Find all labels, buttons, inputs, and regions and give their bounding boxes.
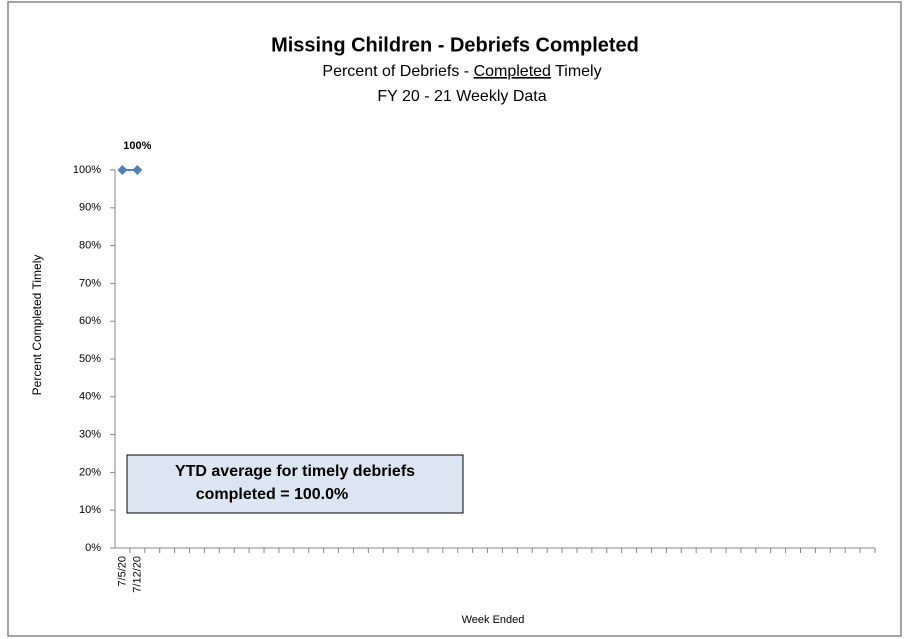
- subtitle-part: Timely: [551, 63, 602, 80]
- y-tick-label: 80%: [79, 240, 101, 252]
- data-point: [117, 165, 128, 175]
- y-tick-label: 60%: [79, 315, 101, 327]
- x-axis-label: Week Ended: [462, 614, 525, 626]
- y-tick-label: 70%: [79, 277, 101, 289]
- annotation-box: [126, 454, 464, 514]
- subtitle-part: Percent of Debriefs -: [322, 63, 473, 80]
- y-tick-label: 30%: [79, 429, 101, 441]
- chart-subtitle-2: FY 20 - 21 Weekly Data: [377, 88, 546, 105]
- data-label: 100%: [123, 140, 151, 152]
- y-tick-label: 20%: [79, 466, 101, 478]
- chart-subtitle: Percent of Debriefs - Completed Timely: [322, 63, 601, 80]
- y-tick-label: 0%: [85, 542, 101, 554]
- chart-title: Missing Children - Debriefs Completed: [271, 34, 639, 56]
- subtitle-part: Completed: [474, 63, 551, 80]
- annotation-text: completed = 100.0%: [196, 486, 349, 503]
- data-point: [132, 165, 143, 175]
- chart-border: [7, 1, 902, 637]
- y-tick-label: 90%: [79, 202, 101, 214]
- y-tick-label: 10%: [79, 504, 101, 516]
- y-tick-label: 40%: [79, 391, 101, 403]
- x-tick-label: 7/12/20: [131, 556, 143, 593]
- x-tick-label: 7/5/20: [116, 556, 128, 587]
- y-tick-label: 100%: [73, 164, 101, 176]
- annotation-text: YTD average for timely debriefs: [175, 463, 415, 480]
- y-axis-label: Percent Completed Timely: [30, 255, 44, 396]
- y-tick-label: 50%: [79, 353, 101, 365]
